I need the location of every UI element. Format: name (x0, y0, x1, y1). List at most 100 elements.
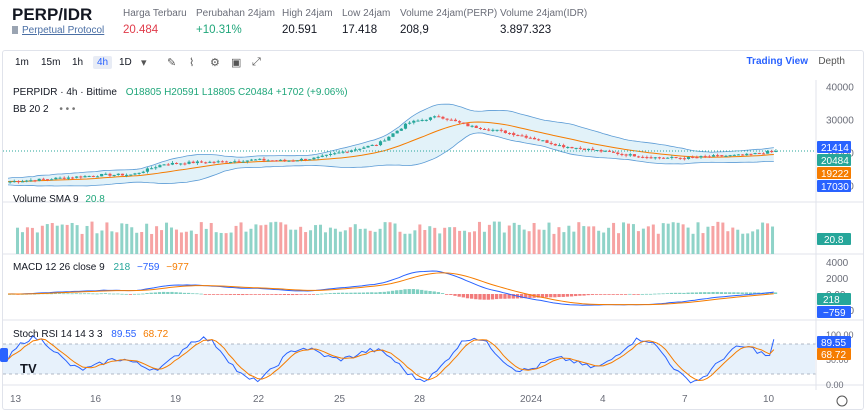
macd-hist-bar (53, 293, 58, 295)
volume-bar (35, 232, 39, 254)
bb-legend: BB 20 2 • • • (13, 104, 75, 115)
volume-bar (423, 229, 427, 254)
macd-hist-bar (494, 294, 499, 300)
candle (412, 120, 416, 123)
stoch-legend: Stoch RSI 14 14 3 3 89.55 68.72 (13, 329, 168, 340)
candle (716, 155, 720, 157)
volume-bar (617, 233, 621, 254)
trading-view-tab[interactable]: Trading View (746, 56, 809, 67)
stoch-k-value: 89.55 (111, 329, 137, 340)
volume-bar (269, 222, 273, 254)
macd-hist-bar (282, 294, 287, 296)
interval-15m[interactable]: 15m (41, 57, 61, 68)
volume-bar (438, 233, 442, 254)
volume-bar (626, 223, 630, 254)
candle (191, 161, 195, 164)
candle (137, 172, 141, 174)
stat-value: 208,9 (400, 24, 429, 36)
candle (395, 130, 399, 134)
ohlc-values: O18805 H20591 L18805 C20484 +1702 (+9.06… (125, 87, 348, 98)
candle (699, 156, 703, 158)
macd-hist-bar (340, 292, 345, 294)
volume-bar (100, 230, 104, 254)
candle (79, 176, 83, 178)
candle (353, 149, 358, 151)
volume-bar (393, 223, 397, 254)
volume-bar (408, 233, 412, 254)
macd-hist-bar (511, 294, 515, 299)
candle (691, 156, 695, 158)
settings-icon[interactable]: ⚙ (210, 57, 220, 69)
macd-hist-bar (374, 292, 378, 294)
time-tick: 4 (600, 394, 606, 405)
chart-legend: PERPIDR · 4h · Bittime O18805 H20591 L18… (13, 87, 348, 98)
volume-bar (50, 223, 54, 254)
draw-icon[interactable]: ✎ (167, 57, 177, 69)
macd-hist-bar (91, 293, 95, 295)
volume-bar (651, 224, 655, 254)
interval-4h[interactable]: 4h (93, 56, 113, 69)
more-icon[interactable]: • • • (59, 104, 76, 115)
interval-1d[interactable]: 1D (119, 57, 132, 68)
candle (387, 136, 391, 141)
volume-bar (90, 221, 94, 254)
macd-hist-bar (628, 293, 632, 295)
candle (686, 156, 691, 160)
interval-1h[interactable]: 1h (72, 57, 84, 68)
macd-hist-bar (490, 294, 495, 300)
project-link[interactable]: Perpetual Protocol (12, 25, 104, 36)
macd-hist-bar (249, 294, 253, 295)
stat-value: 17.418 (342, 24, 378, 36)
macd-hist-bar (773, 292, 778, 294)
volume-bar (472, 231, 476, 254)
macd-hist-bar (632, 294, 636, 295)
volume-bar (378, 228, 382, 254)
volume-bar (756, 229, 760, 254)
candle (25, 180, 29, 182)
volume-bar (328, 227, 332, 254)
macd-hist-bar (245, 294, 249, 295)
price-tag (817, 154, 851, 166)
candle (553, 143, 557, 146)
interval-1m[interactable]: 1m (15, 57, 29, 68)
indicator-icon[interactable]: ⌇ (189, 57, 195, 69)
macd-label: MACD 12 26 close 9 (13, 262, 105, 273)
depth-tab[interactable]: Depth (818, 56, 845, 67)
volume-bar (169, 227, 173, 254)
fullscreen-icon[interactable]: ⤢ (252, 56, 261, 68)
candle (453, 119, 458, 122)
candle (254, 159, 258, 161)
macd-hist-bar (574, 294, 578, 297)
candle (337, 152, 341, 154)
volume-bar (289, 229, 293, 254)
macd-hist-bar (748, 292, 753, 294)
macd-hist-bar (62, 293, 66, 295)
macd-hist-bar (507, 294, 511, 299)
macd-hist-bar (707, 292, 711, 294)
candle (170, 162, 174, 165)
time-tick: 19 (170, 394, 182, 405)
candle (757, 153, 761, 155)
candle (383, 140, 387, 142)
macd-hist-bar (141, 293, 145, 295)
volume-bar (751, 231, 755, 254)
price-tick: 40000 (826, 83, 854, 94)
volume-bar (592, 226, 596, 254)
price-tag (817, 180, 851, 192)
macd-hist-bar (307, 294, 312, 295)
candle (766, 151, 770, 154)
macd-hist-bar (324, 293, 328, 295)
candle (741, 154, 745, 156)
chevron-down-icon[interactable]: ▾ (141, 57, 147, 69)
candle (428, 117, 433, 120)
macd-hist-bar (690, 292, 694, 294)
macd-hist-bar (615, 294, 620, 295)
macd-hist-bar (432, 291, 436, 294)
macd-hist-bar (640, 293, 644, 295)
macd-hist-bar (653, 293, 657, 295)
candle (433, 116, 437, 118)
macd-hist-bar (116, 293, 120, 295)
save-icon[interactable]: ▣ (231, 57, 242, 69)
price-tag-label: 17030 (821, 182, 849, 193)
